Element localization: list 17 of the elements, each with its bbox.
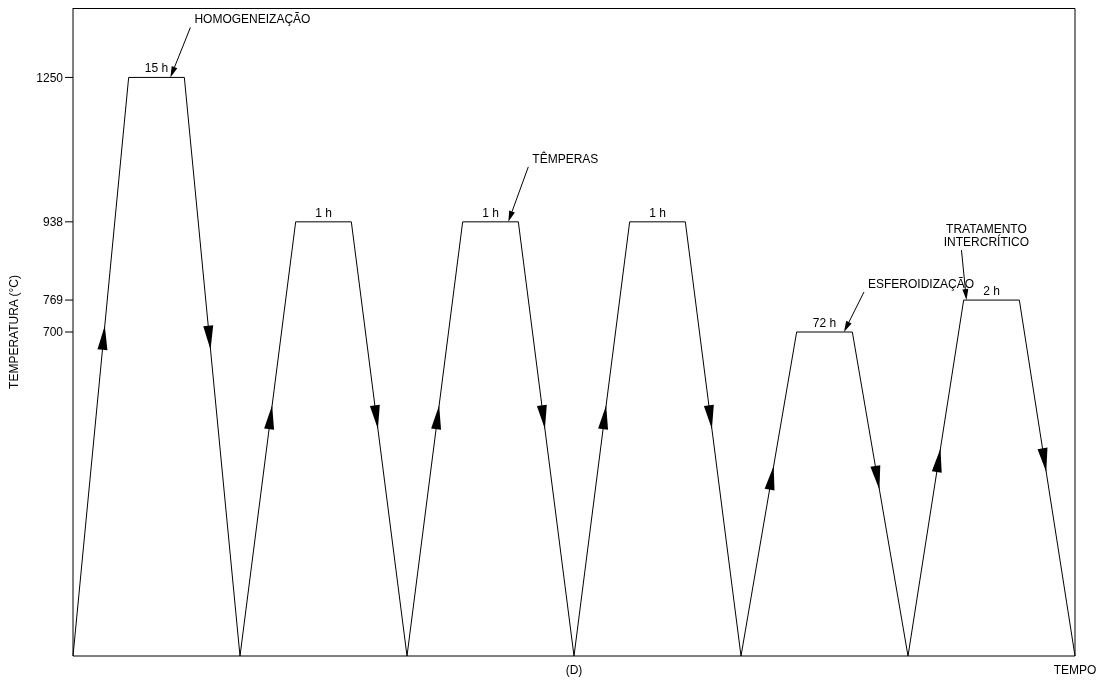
y-tick-label: 769 xyxy=(42,293,64,308)
annotation: TRATAMENTO INTERCRÍTICO xyxy=(943,222,1030,250)
annotation: 15 h xyxy=(144,61,169,76)
y-tick-label: 1250 xyxy=(36,70,64,85)
annotation: 2 h xyxy=(983,284,1000,299)
annotation: 1 h xyxy=(649,205,666,220)
annotation: ESFEROIDIZAÇÃO xyxy=(867,277,974,291)
x-axis-title: TEMPO xyxy=(1053,663,1097,677)
y-axis-title: TEMPERATURA (°C) xyxy=(7,275,22,389)
annotation: 1 h xyxy=(315,205,332,220)
annotation: TÊMPERAS xyxy=(532,150,599,166)
y-tick-label: 700 xyxy=(42,325,64,340)
y-tick-label: 938 xyxy=(42,215,64,230)
annotation: HOMOGENEIZAÇÃO xyxy=(194,12,311,27)
text: (D) xyxy=(565,663,583,677)
annotation: 72 h xyxy=(812,316,837,330)
annotation: 1 h xyxy=(482,205,499,220)
